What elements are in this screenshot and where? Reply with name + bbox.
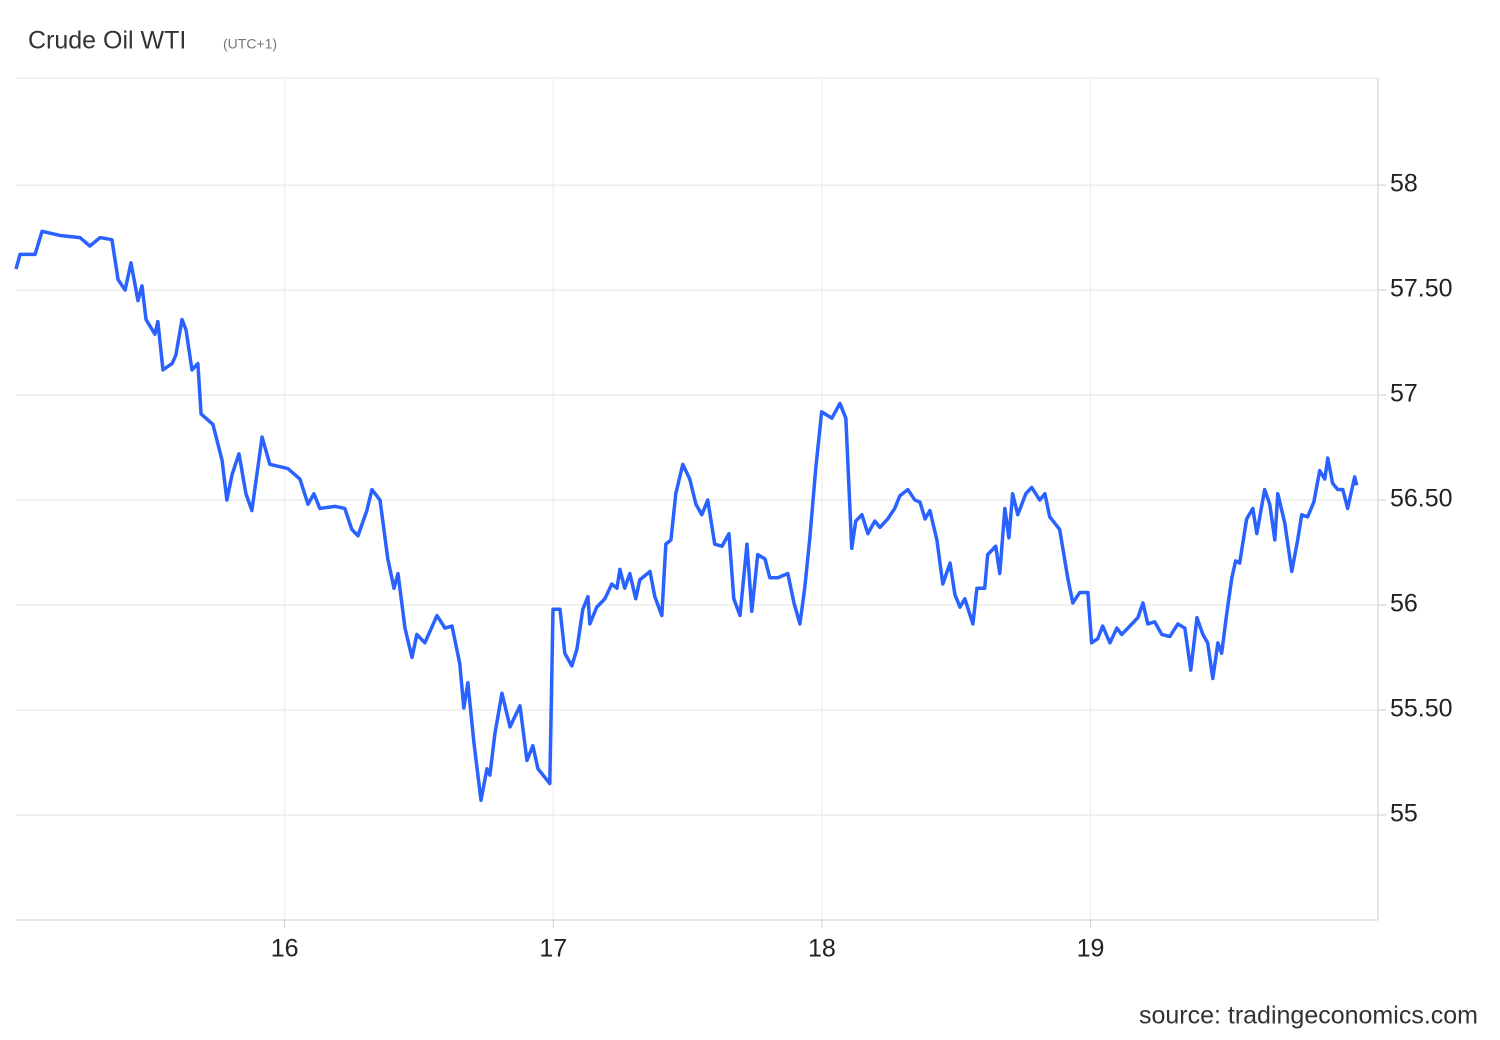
- y-tick-label: 55.50: [1390, 695, 1453, 723]
- y-tick-label: 56.50: [1390, 485, 1453, 513]
- y-tick-label: 58: [1390, 170, 1418, 198]
- chart-subtitle: (UTC+1): [223, 36, 277, 52]
- y-tick-label: 57.50: [1390, 275, 1453, 303]
- y-tick-label: 57: [1390, 380, 1418, 408]
- price-line: [14, 229, 1359, 803]
- x-tick-label: 16: [271, 935, 299, 963]
- source: source: tradingeconomics.com: [1139, 1002, 1478, 1030]
- y-tick-label: 56: [1390, 590, 1418, 618]
- x-tick-label: 17: [539, 935, 567, 963]
- y-tick-label: 55: [1390, 800, 1418, 828]
- x-tick-label: 19: [1077, 935, 1105, 963]
- x-tick-label: 18: [808, 935, 836, 963]
- chart-title: Crude Oil WTI: [28, 27, 186, 55]
